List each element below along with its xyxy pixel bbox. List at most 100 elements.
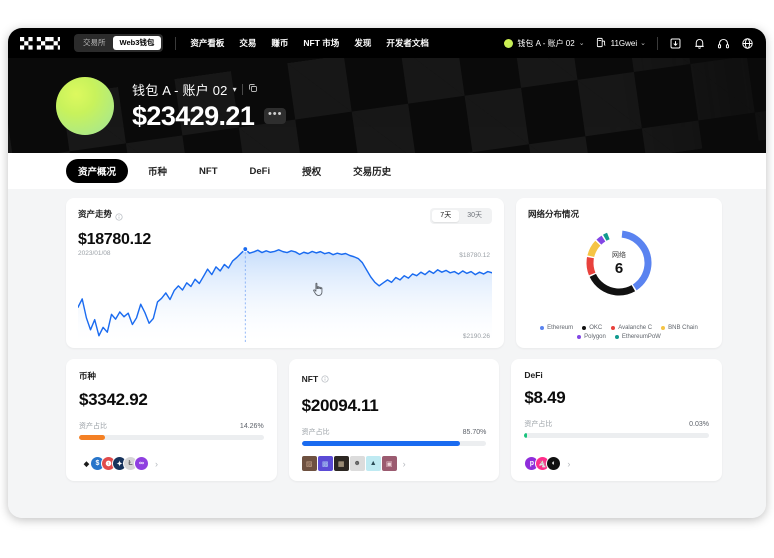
donut-center-value: 6 <box>614 260 624 277</box>
gas-price-label: 11Gwei <box>610 38 638 48</box>
legend-color-dot <box>611 326 616 330</box>
headset-icon[interactable] <box>717 37 730 50</box>
trend-line-chart <box>78 246 492 342</box>
ratio-row: 资产占比 85.70% <box>302 427 487 437</box>
wallet-selector-chip[interactable]: 钱包 A - 账户 02 ⌄ <box>504 38 585 49</box>
nav-link-trade[interactable]: 交易 <box>239 38 257 48</box>
nft-thumb-6[interactable]: ▣ <box>381 456 397 471</box>
wallet-hero-banner: 钱包 A - 账户 02 ▾ $23429.21 ••• <box>8 58 766 153</box>
more-options-button[interactable]: ••• <box>264 108 287 124</box>
wallet-chip-label: 钱包 A - 账户 02 <box>517 38 575 48</box>
legend-item-avalanche-c[interactable]: Avalanche C <box>611 325 652 331</box>
legend-item-bnb-chain[interactable]: BNB Chain <box>661 325 698 331</box>
divider <box>241 83 243 95</box>
ratio-progress-fill <box>79 435 106 440</box>
nav-link-assets[interactable]: 资产看板 <box>190 38 225 48</box>
summary-card-value: $20094.11 <box>301 396 379 415</box>
legend-label: OKC <box>589 325 603 331</box>
summary-card-币种[interactable]: 币种 $3342.92 资产占比 14.26% ◆ $ ❶ ✦ Ł ∞ › <box>66 359 277 481</box>
summary-card-title: 币种 <box>79 371 97 381</box>
ratio-row: 资产占比 0.03% <box>524 419 709 429</box>
network-distribution-title: 网络分布情况 <box>528 209 580 219</box>
nft-thumb-3[interactable]: ▦ <box>333 456 349 471</box>
legend-item-ethereum[interactable]: Ethereum <box>540 325 573 331</box>
legend-item-ethereumpow[interactable]: EthereumPoW <box>614 334 661 340</box>
info-icon[interactable] <box>321 370 329 388</box>
nav-link-developer-docs[interactable]: 开发者文档 <box>386 38 429 48</box>
asset-icons-row[interactable]: p 🦄 ◐ › <box>524 456 709 471</box>
asset-trend-date: 2023/01/08 <box>78 250 111 257</box>
poly-token-icon[interactable]: ∞ <box>134 456 149 471</box>
nav-link-discover[interactable]: 发现 <box>354 38 372 48</box>
ratio-percent: 85.70% <box>462 428 487 436</box>
asset-trend-chart[interactable]: $18780.12 $2190.26 <box>78 246 492 342</box>
tab-overview[interactable]: 资产概况 <box>66 159 129 183</box>
chevron-right-icon[interactable]: › <box>402 458 406 469</box>
network-distribution-card: 网络分布情况 网络 6 Ethereum OKC Avalanche C BNB Ch… <box>516 198 722 348</box>
legend-color-dot <box>614 335 619 339</box>
tab-defi[interactable]: DeFi <box>249 165 271 177</box>
legend-label: EthereumPoW <box>621 334 661 340</box>
period-toggle[interactable]: 7天 30天 <box>430 208 492 224</box>
top-navigation-bar: 交易所 Web3钱包 资产看板 交易 赚币 NFT 市场 发现 开发者文档 钱包… <box>8 28 766 58</box>
nft-thumb-5[interactable]: ▲ <box>365 456 381 471</box>
ratio-progress-bar <box>301 441 487 446</box>
ratio-progress-fill <box>301 441 460 446</box>
legend-color-dot <box>582 326 587 330</box>
summary-card-value: $3342.92 <box>79 390 148 409</box>
ratio-progress-bar <box>79 435 264 440</box>
nft-thumb-1[interactable]: ▨ <box>301 456 317 471</box>
chevron-down-icon: ⌄ <box>578 40 585 47</box>
ratio-label: 资产占比 <box>524 421 553 428</box>
chevron-right-icon[interactable]: › <box>155 458 158 469</box>
seg-web3-wallet[interactable]: Web3钱包 <box>112 36 162 50</box>
mouse-cursor-pointer <box>312 282 325 302</box>
legend-label: BNB Chain <box>668 325 698 331</box>
tab-tokens[interactable]: 币种 <box>148 167 168 178</box>
nft-thumb-4[interactable]: ☻ <box>349 456 365 471</box>
donut-segment-okc[interactable] <box>586 230 652 296</box>
summary-card-title: NFT <box>301 374 319 384</box>
asset-trend-card: 资产走势 7天 30天 $18780.12 2023/01/08 <box>66 198 504 348</box>
copy-icon[interactable] <box>248 80 258 98</box>
gas-station-icon <box>596 37 608 49</box>
ratio-label: 资产占比 <box>79 423 107 430</box>
period-30d[interactable]: 30天 <box>467 212 482 219</box>
summary-card-nft[interactable]: NFT $20094.11 资产占比 85.70% ▨ ▩ ▦ ☻ ▲ ▣ › <box>288 359 500 481</box>
asset-icons-row[interactable]: ◆ $ ❶ ✦ Ł ∞ › <box>79 456 264 471</box>
nav-link-earn[interactable]: 赚币 <box>271 38 289 48</box>
bell-icon[interactable] <box>693 37 706 50</box>
gas-price-chip[interactable]: 11Gwei ⌄ <box>596 37 646 49</box>
network-donut-chart[interactable] <box>582 226 656 300</box>
nft-thumb-2[interactable]: ▩ <box>317 456 333 471</box>
legend-label: Polygon <box>584 334 606 340</box>
main-nav-links: 资产看板 交易 赚币 NFT 市场 发现 开发者文档 <box>190 37 428 49</box>
nav-link-nft-market[interactable]: NFT 市场 <box>303 38 340 48</box>
wallet-avatar[interactable] <box>56 76 114 135</box>
tab-approvals[interactable]: 授权 <box>302 167 322 178</box>
icon-stack: ▨ ▩ ▦ ☻ ▲ ▣ <box>301 456 397 471</box>
asset-trend-value: $18780.12 <box>78 231 151 248</box>
globe-icon[interactable] <box>741 37 754 50</box>
legend-item-okc[interactable]: OKC <box>582 325 602 331</box>
legend-item-polygon[interactable]: Polygon <box>577 334 606 340</box>
download-icon[interactable] <box>669 37 682 50</box>
asset-icons-row[interactable]: ▨ ▩ ▦ ☻ ▲ ▣ › <box>301 456 487 471</box>
info-icon[interactable] <box>115 208 123 226</box>
okx-logo[interactable] <box>20 36 60 50</box>
network-donut-wrap: 网络 6 <box>528 226 710 300</box>
opensea-protocol-icon[interactable]: ◐ <box>546 456 562 471</box>
tab-nft[interactable]: NFT <box>199 165 218 177</box>
seg-exchange[interactable]: 交易所 <box>83 38 106 47</box>
period-7d[interactable]: 7天 <box>432 210 460 222</box>
donut-segment-avalanche-c[interactable] <box>586 230 652 296</box>
chevron-down-icon[interactable]: ▾ <box>232 84 237 94</box>
summary-card-defi[interactable]: DeFi $8.49 资产占比 0.03% p 🦄 ◐ › <box>511 359 723 481</box>
ratio-progress-fill <box>524 433 528 438</box>
wallet-total-balance: $23429.21 <box>132 100 255 131</box>
chevron-right-icon[interactable]: › <box>567 458 571 469</box>
tab-transactions[interactable]: 交易历史 <box>353 167 392 178</box>
summary-card-header: DeFi <box>524 370 709 380</box>
product-switcher[interactable]: 交易所 Web3钱包 <box>74 34 164 52</box>
wallet-avatar-dot <box>504 38 514 48</box>
